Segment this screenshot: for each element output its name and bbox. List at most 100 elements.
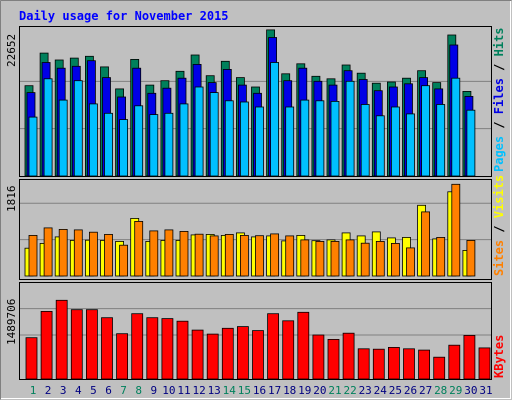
x-label-day-11: 11 <box>177 384 190 397</box>
x-label-day-2: 2 <box>45 384 52 397</box>
bar-pages-day-2 <box>43 78 53 177</box>
x-label-day-4: 4 <box>75 384 82 397</box>
bar-pages-day-8 <box>134 105 144 177</box>
x-label-day-24: 24 <box>374 384 388 397</box>
bar-sites-day-29 <box>451 183 461 277</box>
bar-pages-day-7 <box>119 119 128 177</box>
bar-sites-day-21 <box>330 240 340 277</box>
legend-hits: Hits <box>492 27 506 56</box>
bar-kbytes-day-21 <box>327 338 340 380</box>
bar-pages-day-17 <box>270 62 280 177</box>
bar-sites-day-28 <box>436 236 446 277</box>
bar-sites-day-11 <box>179 230 189 277</box>
x-label-day-22: 22 <box>343 384 356 397</box>
bar-pages-day-30 <box>466 109 476 177</box>
bar-sites-day-10 <box>164 229 174 277</box>
legend-sep-2: / <box>492 56 506 78</box>
bar-pages-day-12 <box>194 86 204 177</box>
bar-sites-day-22 <box>345 239 355 277</box>
bar-kbytes-day-2 <box>40 310 53 380</box>
bar-sites-day-8 <box>134 220 144 277</box>
bar-kbytes-day-19 <box>297 311 310 380</box>
bar-kbytes-day-16 <box>252 330 264 380</box>
bar-kbytes-day-28 <box>433 356 446 380</box>
x-label-day-26: 26 <box>404 384 417 397</box>
bar-sites-day-3 <box>58 228 68 277</box>
legend-sep-3: / <box>492 218 506 240</box>
x-label-day-20: 20 <box>313 384 326 397</box>
bar-kbytes-day-4 <box>70 309 83 380</box>
legend-files: Files <box>492 78 506 114</box>
bar-pages-day-25 <box>390 106 400 177</box>
bar-sites-day-4 <box>73 229 83 277</box>
bar-kbytes-day-27 <box>418 349 431 380</box>
bar-kbytes-day-30 <box>463 334 476 380</box>
bar-sites-day-18 <box>285 235 295 277</box>
x-label-day-16: 16 <box>253 384 266 397</box>
bar-pages-day-23 <box>360 104 370 177</box>
x-label-day-5: 5 <box>90 384 97 397</box>
bar-kbytes-day-31 <box>478 347 491 380</box>
bar-kbytes-day-5 <box>86 309 98 380</box>
x-label-day-15: 15 <box>238 384 251 397</box>
y-max-label-hits: 22652 <box>5 34 18 67</box>
bar-pages-day-10 <box>164 112 174 177</box>
bar-sites-day-5 <box>89 231 98 277</box>
bar-kbytes-day-24 <box>372 348 385 380</box>
bar-pages-day-13 <box>209 92 219 177</box>
bar-pages-day-21 <box>330 101 340 177</box>
bar-pages-day-11 <box>179 103 189 177</box>
bar-pages-day-20 <box>315 100 325 177</box>
x-label-day-19: 19 <box>298 384 311 397</box>
bar-kbytes-day-9 <box>146 317 159 380</box>
panel-hits-files-pages <box>19 26 492 177</box>
bar-sites-day-1 <box>28 234 38 277</box>
x-label-day-29: 29 <box>449 384 462 397</box>
bar-sites-day-12 <box>194 233 204 277</box>
legend-sep-1: / <box>492 114 506 136</box>
bar-sites-day-26 <box>406 247 415 277</box>
panel-kbytes <box>19 282 492 380</box>
x-label-day-31: 31 <box>479 384 492 397</box>
bar-kbytes-day-12 <box>191 329 204 380</box>
bar-pages-day-24 <box>375 115 385 177</box>
legend-visits: Visits <box>492 175 506 218</box>
x-label-day-21: 21 <box>328 384 341 397</box>
svg-text:Sites / Visits: Sites / Visits <box>492 175 506 276</box>
legend-pages: Pages <box>492 136 506 172</box>
x-label-day-23: 23 <box>359 384 372 397</box>
bars <box>24 29 491 380</box>
bar-kbytes-day-7 <box>116 333 128 380</box>
bar-kbytes-day-13 <box>206 333 219 380</box>
bar-pages-day-14 <box>224 100 234 177</box>
bar-sites-day-16 <box>255 235 264 277</box>
bar-sites-day-25 <box>390 242 400 277</box>
bar-pages-day-19 <box>300 99 310 177</box>
bar-pages-day-15 <box>239 101 249 177</box>
bar-kbytes-day-1 <box>25 337 38 380</box>
y-max-label-kbytes: 1489706 <box>5 299 18 345</box>
x-label-day-27: 27 <box>419 384 432 397</box>
x-axis-labels: 1 2 3 4 5 6 7 8 9 10 11 12 13 14 15 16 17 18 19 20 21 22 23 24 2… <box>30 384 493 397</box>
x-label-day-1: 1 <box>30 384 37 397</box>
bar-pages-day-5 <box>89 103 98 177</box>
bar-kbytes-day-15 <box>236 326 249 380</box>
bar-kbytes-day-20 <box>312 334 325 380</box>
bar-sites-day-30 <box>466 239 476 277</box>
legend-kbytes: KBytes <box>492 335 506 378</box>
bar-kbytes-day-3 <box>55 299 68 380</box>
bar-kbytes-day-23 <box>357 348 370 380</box>
bar-pages-day-6 <box>104 112 113 177</box>
bar-sites-day-20 <box>315 240 325 277</box>
x-label-day-18: 18 <box>283 384 296 397</box>
x-label-day-30: 30 <box>464 384 477 397</box>
bar-kbytes-day-11 <box>176 320 189 380</box>
bar-sites-day-6 <box>104 233 113 277</box>
x-label-day-7: 7 <box>120 384 127 397</box>
bar-sites-day-15 <box>239 234 249 277</box>
bar-kbytes-day-18 <box>282 320 295 380</box>
y-max-label-visits: 1816 <box>5 186 18 213</box>
bar-sites-day-27 <box>421 211 431 277</box>
x-label-day-10: 10 <box>162 384 175 397</box>
bar-kbytes-day-6 <box>101 317 113 380</box>
